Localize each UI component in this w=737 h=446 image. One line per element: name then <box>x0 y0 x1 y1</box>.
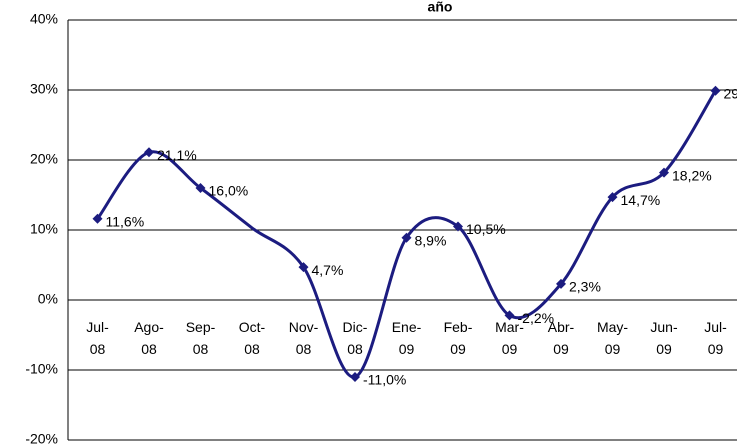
marker <box>195 183 206 193</box>
x-tick-label: Nov-08 <box>289 319 319 357</box>
data-label: 21,1% <box>157 147 197 163</box>
marker <box>350 372 360 382</box>
x-tick-label: Jun-09 <box>650 319 678 357</box>
x-tick-label: Oct-08 <box>239 319 266 357</box>
x-tick-label: May-09 <box>597 319 628 357</box>
marker <box>556 278 566 289</box>
x-tick-label: Abr-09 <box>548 319 575 357</box>
x-tick-label: Jul-08 <box>86 319 109 357</box>
data-label: 10,5% <box>466 221 506 237</box>
marker <box>504 310 515 321</box>
data-label: 18,2% <box>672 167 712 183</box>
data-label: 16,0% <box>209 183 249 199</box>
marker <box>92 213 103 224</box>
y-tick-label: 20% <box>30 151 58 167</box>
marker <box>607 192 618 203</box>
y-tick-label: 40% <box>30 11 58 27</box>
x-tick-label: Feb-09 <box>444 319 473 357</box>
marker <box>710 85 721 96</box>
marker <box>659 167 669 178</box>
x-tick-label: Ago-08 <box>134 319 164 357</box>
data-label: -2,2% <box>518 310 555 326</box>
y-tick-label: 10% <box>30 221 58 237</box>
x-tick-label: Dic-08 <box>343 319 368 357</box>
y-tick-label: 30% <box>30 81 58 97</box>
y-tick-label: -10% <box>25 361 58 377</box>
y-tick-label: -20% <box>25 431 58 446</box>
chart-title: año <box>428 0 453 15</box>
data-label: 2,3% <box>569 279 601 295</box>
data-label: 8,9% <box>415 232 447 248</box>
x-tick-label: Jul-09 <box>704 319 727 357</box>
data-label: 11,6% <box>106 214 145 230</box>
x-tick-label: Mar-09 <box>495 319 524 357</box>
marker <box>401 232 412 243</box>
marker <box>144 147 154 158</box>
x-tick-label: Sep-08 <box>186 319 216 357</box>
data-label: 14,7% <box>621 192 661 208</box>
marker <box>453 221 463 232</box>
data-label: 4,7% <box>312 262 344 278</box>
y-tick-label: 0% <box>38 291 58 307</box>
data-label: 29,9% <box>724 85 737 101</box>
x-tick-label: Ene-09 <box>392 319 422 357</box>
marker <box>298 262 309 273</box>
data-label: -11,0% <box>363 372 406 388</box>
